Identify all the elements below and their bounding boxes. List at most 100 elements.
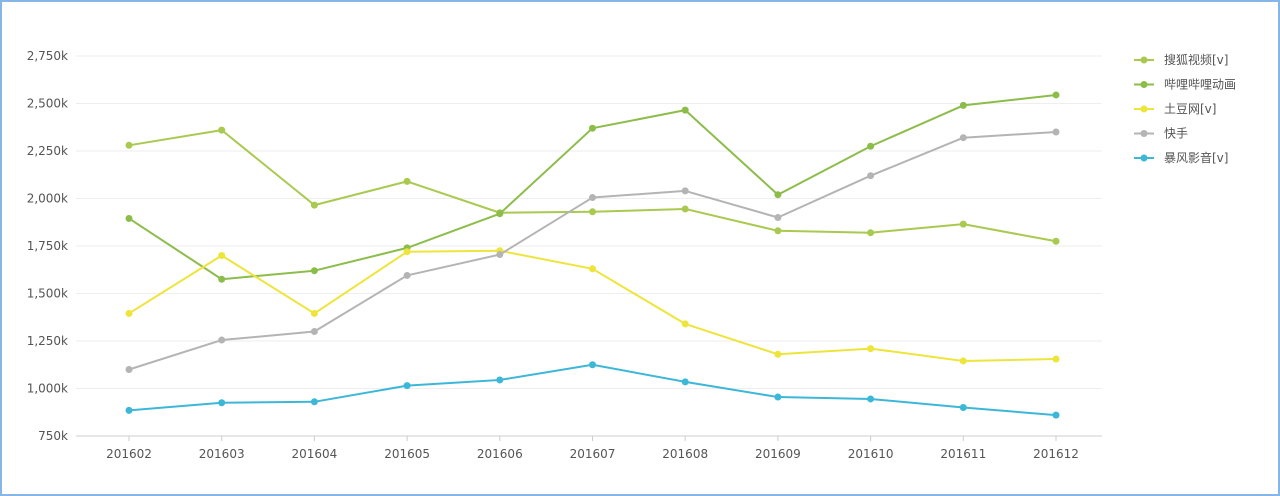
data-point[interactable] xyxy=(774,191,782,199)
data-point[interactable] xyxy=(1052,237,1060,245)
data-point[interactable] xyxy=(774,214,782,221)
data-point[interactable] xyxy=(681,205,689,213)
data-point[interactable] xyxy=(681,378,689,386)
y-tick-label: 2,500k xyxy=(27,97,68,111)
data-point[interactable] xyxy=(496,251,504,259)
data-point[interactable] xyxy=(1052,128,1060,136)
data-point[interactable] xyxy=(310,201,318,209)
data-point[interactable] xyxy=(774,227,782,235)
data-point[interactable] xyxy=(959,404,967,411)
x-tick-label: 201611 xyxy=(940,447,986,461)
series-layer xyxy=(125,91,1060,419)
y-tick-label: 2,250k xyxy=(27,144,68,158)
data-point[interactable] xyxy=(867,172,875,180)
data-point[interactable] xyxy=(959,134,967,142)
data-point[interactable] xyxy=(681,187,689,195)
series-3 xyxy=(125,128,1060,373)
legend-swatch-dot xyxy=(1140,105,1148,113)
data-point[interactable] xyxy=(125,406,133,414)
data-point[interactable] xyxy=(867,229,875,237)
data-point[interactable] xyxy=(125,141,133,149)
data-point[interactable] xyxy=(125,366,133,373)
data-point[interactable] xyxy=(310,309,318,317)
data-point[interactable] xyxy=(589,265,596,273)
x-tick-label: 201607 xyxy=(570,447,616,461)
data-point[interactable] xyxy=(867,142,875,150)
y-tick-label: 1,250k xyxy=(27,334,68,348)
data-point[interactable] xyxy=(218,336,226,344)
y-tick-label: 2,750k xyxy=(27,49,68,63)
x-tick-label: 201612 xyxy=(1033,447,1079,461)
legend-swatch-dot xyxy=(1140,81,1148,88)
data-point[interactable] xyxy=(218,126,226,134)
x-tick-label: 201609 xyxy=(755,447,801,461)
series-line xyxy=(128,129,1057,243)
data-point[interactable] xyxy=(589,194,596,202)
data-point[interactable] xyxy=(589,208,596,216)
data-point[interactable] xyxy=(589,361,596,369)
x-tick-label: 201603 xyxy=(199,447,245,461)
data-point[interactable] xyxy=(310,267,318,275)
legend-label: 哔哩哔哩动画 xyxy=(1164,78,1236,92)
data-point[interactable] xyxy=(959,357,967,365)
data-point[interactable] xyxy=(1052,91,1060,99)
data-point[interactable] xyxy=(496,376,504,384)
legend-swatch-dot xyxy=(1140,154,1148,162)
data-point[interactable] xyxy=(218,275,226,283)
x-tick-label: 201604 xyxy=(291,447,337,461)
legend-item[interactable]: 搜狐视频[v] xyxy=(1134,52,1228,67)
data-point[interactable] xyxy=(774,350,782,358)
series-line xyxy=(128,363,1057,417)
data-point[interactable] xyxy=(959,101,967,109)
y-tick-label: 1,500k xyxy=(27,287,68,301)
data-point[interactable] xyxy=(774,393,782,401)
legend-item[interactable]: 土豆网[v] xyxy=(1134,102,1216,116)
series-0 xyxy=(125,126,1060,245)
data-point[interactable] xyxy=(310,398,318,406)
data-point[interactable] xyxy=(403,177,411,185)
legend-label: 搜狐视频[v] xyxy=(1164,52,1228,67)
y-tick-label: 1,750k xyxy=(27,239,68,253)
data-point[interactable] xyxy=(496,210,504,218)
data-point[interactable] xyxy=(867,345,875,353)
data-point[interactable] xyxy=(218,399,226,407)
legend-label: 快手 xyxy=(1164,127,1188,141)
legend-swatch-dot xyxy=(1140,56,1148,64)
data-point[interactable] xyxy=(959,220,967,228)
data-point[interactable] xyxy=(1052,411,1060,419)
series-4 xyxy=(125,361,1060,419)
x-tick-label: 201608 xyxy=(662,447,708,461)
data-point[interactable] xyxy=(1052,355,1060,363)
series-2 xyxy=(125,247,1060,365)
x-tick-label: 201605 xyxy=(384,447,430,461)
legend-label: 土豆网[v] xyxy=(1164,102,1216,116)
data-point[interactable] xyxy=(403,248,411,256)
data-point[interactable] xyxy=(125,309,133,317)
data-point[interactable] xyxy=(310,328,318,335)
data-point[interactable] xyxy=(403,271,411,279)
y-tick-label: 1,000k xyxy=(27,382,68,396)
data-point[interactable] xyxy=(867,395,875,403)
legend-swatch-dot xyxy=(1140,130,1148,137)
data-point[interactable] xyxy=(681,320,689,328)
data-point[interactable] xyxy=(403,382,411,390)
legend-item[interactable]: 暴风影音[v] xyxy=(1134,150,1228,165)
legend-label: 暴风影音[v] xyxy=(1164,150,1228,165)
legend-item[interactable]: 哔哩哔哩动画 xyxy=(1134,78,1236,92)
data-point[interactable] xyxy=(589,124,596,132)
y-tick-label: 2,000k xyxy=(27,192,68,206)
y-tick-label: 750k xyxy=(38,429,68,443)
series-line xyxy=(128,93,1057,281)
x-tick-label: 201602 xyxy=(106,447,152,461)
axes: 750k 1,000k 1,250k 1,500k 1,750k 2,000k 2,250k… xyxy=(27,49,1079,461)
x-tick-label: 201606 xyxy=(477,447,523,461)
data-point[interactable] xyxy=(218,252,226,259)
legend-item[interactable]: 快手 xyxy=(1134,127,1188,141)
data-point[interactable] xyxy=(681,106,689,114)
series-1 xyxy=(125,91,1060,283)
data-point[interactable] xyxy=(125,214,133,222)
x-tick-label: 201610 xyxy=(848,447,894,461)
